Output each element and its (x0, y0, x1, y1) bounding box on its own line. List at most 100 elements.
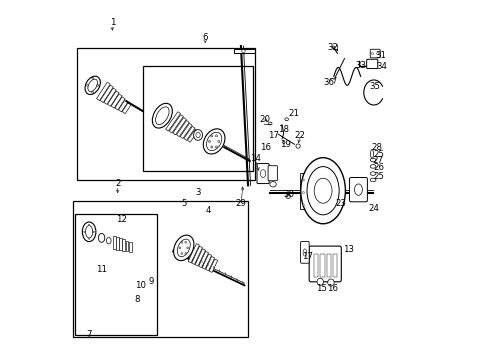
Ellipse shape (85, 76, 100, 94)
Ellipse shape (302, 204, 304, 206)
Bar (180, 123, 192, 139)
Text: 16: 16 (326, 284, 337, 293)
Ellipse shape (88, 238, 90, 239)
Ellipse shape (285, 118, 288, 121)
Ellipse shape (282, 141, 285, 144)
Bar (142, 66, 253, 171)
Text: 25: 25 (373, 150, 384, 159)
Text: 25: 25 (373, 172, 384, 181)
Ellipse shape (241, 50, 244, 53)
Ellipse shape (302, 192, 304, 193)
Text: 15: 15 (315, 284, 326, 293)
Ellipse shape (186, 247, 188, 249)
Text: 24: 24 (367, 204, 379, 213)
Bar (205, 256, 214, 271)
Ellipse shape (215, 146, 217, 148)
Text: 12: 12 (116, 215, 126, 224)
Bar (183, 126, 195, 140)
FancyBboxPatch shape (369, 49, 380, 58)
Bar (165, 112, 180, 131)
Ellipse shape (208, 140, 210, 143)
Text: 32: 32 (327, 42, 338, 51)
Bar (112, 236, 115, 249)
FancyBboxPatch shape (300, 242, 308, 263)
Ellipse shape (92, 77, 93, 79)
Ellipse shape (295, 144, 300, 148)
Text: 27: 27 (371, 156, 382, 165)
Bar (73, 202, 247, 337)
Text: 17: 17 (302, 252, 313, 261)
Bar (122, 239, 125, 251)
Bar (326, 254, 330, 277)
Bar (115, 97, 125, 110)
Ellipse shape (97, 85, 99, 86)
Bar (77, 48, 255, 180)
Text: 26: 26 (373, 163, 384, 172)
FancyBboxPatch shape (349, 177, 366, 202)
Bar (107, 91, 119, 106)
Bar (209, 259, 217, 273)
Bar (116, 237, 119, 250)
Bar (188, 244, 199, 263)
Bar (173, 118, 186, 135)
Bar (75, 214, 157, 336)
Text: 16: 16 (260, 143, 271, 152)
Text: 36: 36 (323, 78, 334, 87)
Ellipse shape (210, 146, 212, 148)
Text: 31: 31 (375, 51, 386, 60)
Bar (96, 82, 110, 101)
Ellipse shape (285, 194, 290, 199)
Text: 17: 17 (267, 131, 278, 140)
Text: 19: 19 (280, 140, 291, 149)
Ellipse shape (269, 181, 276, 187)
Ellipse shape (179, 247, 181, 249)
Text: 20: 20 (259, 115, 270, 124)
Bar (125, 240, 128, 251)
Bar (320, 254, 324, 277)
Ellipse shape (302, 179, 304, 181)
Bar (169, 114, 183, 133)
Ellipse shape (331, 46, 334, 48)
Bar (233, 49, 255, 53)
Ellipse shape (370, 149, 373, 158)
Bar (191, 246, 202, 264)
Bar (176, 121, 189, 137)
Text: 18: 18 (278, 126, 289, 135)
Ellipse shape (93, 231, 94, 233)
Bar (198, 251, 208, 267)
Text: 9: 9 (149, 277, 154, 286)
Ellipse shape (106, 238, 111, 244)
Ellipse shape (327, 279, 333, 286)
Ellipse shape (152, 103, 172, 128)
Text: 11: 11 (96, 265, 107, 274)
Text: 21: 21 (287, 109, 298, 118)
Ellipse shape (83, 231, 85, 233)
Bar (100, 85, 113, 103)
Bar (187, 129, 198, 142)
Text: 6: 6 (202, 33, 207, 42)
FancyBboxPatch shape (308, 246, 341, 282)
Ellipse shape (369, 178, 375, 182)
Text: 33: 33 (355, 61, 366, 70)
Text: 35: 35 (369, 82, 380, 91)
Ellipse shape (184, 253, 186, 254)
Ellipse shape (193, 130, 202, 140)
Text: 28: 28 (370, 143, 382, 152)
Ellipse shape (82, 222, 96, 242)
Text: 29: 29 (235, 199, 246, 208)
FancyBboxPatch shape (257, 163, 268, 184)
Ellipse shape (316, 278, 323, 285)
Ellipse shape (173, 235, 194, 261)
Ellipse shape (181, 242, 183, 243)
Bar (128, 242, 131, 252)
Ellipse shape (92, 91, 93, 93)
Bar (111, 94, 122, 108)
Text: 8: 8 (134, 295, 140, 304)
Ellipse shape (203, 129, 224, 154)
Text: 14: 14 (249, 154, 260, 163)
Ellipse shape (98, 233, 104, 242)
Ellipse shape (370, 53, 373, 55)
Ellipse shape (217, 140, 220, 143)
Bar (195, 249, 205, 266)
Text: 13: 13 (342, 245, 353, 254)
